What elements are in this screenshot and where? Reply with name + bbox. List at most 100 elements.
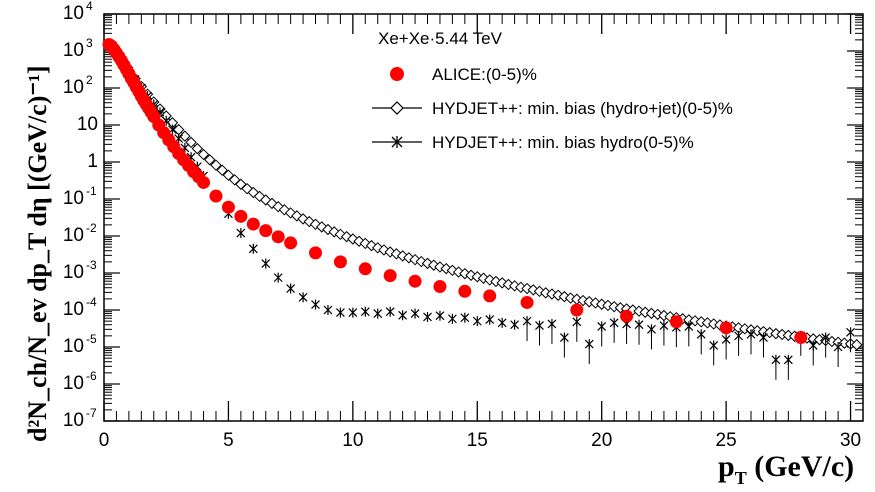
alice-point [333,255,347,269]
hydro-point [423,311,432,322]
hydro-point [286,283,296,294]
y-tick-label: 1 [87,151,98,172]
hydro-jet-point [384,246,396,258]
y-tick-label: 10 [63,262,84,283]
y-tick-exponent: -4 [86,295,97,309]
y-tick-label: 10 [63,225,84,246]
legend-label-hydro: HYDJET++: min. bias hydro(0-5)% [432,133,694,152]
hydro-jet-point [552,289,564,301]
hydro-point [472,316,482,327]
hydro-jet-point [278,204,291,216]
x-tick-label: 0 [99,430,110,451]
hydro-jet-point [409,253,421,266]
alice-point [284,236,298,250]
hydro-jet-point [502,278,515,291]
hydro-point [485,314,495,325]
legend: ALICE:(0-5)% HYDJET++: min. bias (hydro+… [372,65,733,152]
y-tick-label: 10 [63,3,84,24]
hydro-jet-point [851,339,863,351]
x-tick-label: 5 [223,430,234,451]
hydro-point [398,310,408,321]
y-tick-label: 10 [63,77,84,98]
hydro-point [261,258,271,269]
hydro-jet-point [222,169,235,181]
hydro-jet-point [197,148,210,161]
hydro-jet-point [477,272,490,284]
y-tick-exponent: -5 [86,332,97,346]
alice-point [197,175,211,189]
alice-point [246,217,260,231]
alice-point [719,321,733,335]
hydro-jet-point [272,200,284,213]
alice-point [309,246,323,260]
hydro-point [410,308,420,319]
hydro-jet-point [204,154,216,166]
alice-point [234,209,248,223]
legend-marker-hydro-jet [390,101,404,115]
y-tick-exponent: -6 [86,369,97,383]
alice-point [383,269,397,283]
y-tick-label: 10 [63,373,84,394]
hydro-jet-point [185,136,197,149]
y-tick-label: 10 [63,336,84,357]
y-tick-label: 10 [77,114,98,135]
y-tick-label: 10 [63,410,84,431]
svg-text:pT (GeV/c): pT (GeV/c) [718,450,854,488]
hydro-jet-point [428,259,440,271]
hydro-jet-point [434,261,446,273]
hydro-point [335,307,345,318]
hydro-jet-point [228,174,241,186]
alice-point [669,315,683,329]
hydro-point [298,292,308,303]
hydro-jet-point [309,218,322,231]
hydro-jet-point [328,226,340,238]
x-axis-title-units: (GeV/c) [747,450,854,483]
alice-point [483,289,497,303]
chart-title: Xe+Xe·5.44 TeV [378,29,503,48]
hydro-jet-point [191,142,204,155]
hydro-jet-point [334,228,347,241]
hydro-point [236,228,246,239]
hydro-point [360,306,370,317]
hydro-point [311,299,320,310]
y-tick-exponent: 4 [86,0,93,13]
alice-point [458,284,472,298]
y-tick-exponent: -3 [86,258,97,272]
y-tick-label: 10 [63,299,84,320]
alice-point [520,295,534,309]
hydro-jet-point [216,164,228,176]
hydro-point [373,308,383,319]
hydro-point [348,307,358,318]
y-tick-exponent: 3 [86,36,93,50]
legend-marker-hydro [391,136,403,148]
hydro-point [385,306,395,317]
plot-frame [103,13,864,422]
x-axis-title-sub: T [735,468,747,488]
hydro-point [510,319,520,330]
hydro-jet-point [577,294,589,307]
hydro-jet-point [316,221,328,233]
x-tick-label: 30 [840,430,861,451]
hydro-jet-point [515,281,527,294]
log-minor-ticks [104,15,863,411]
alice-point [620,309,634,323]
y-tick-exponent: -7 [86,406,97,420]
x-tick-label: 25 [716,430,737,451]
y-tick-exponent: 2 [86,73,93,87]
y-tick-label: 10 [63,188,84,209]
y-axis-title: d²N_ch/N_ev dp_T dη [(GeV/c)⁻¹] [23,65,52,442]
x-tick-label: 10 [342,430,363,451]
alice-point [358,262,372,276]
hydro-jet-point [589,297,602,309]
hydro-point [248,243,258,254]
hydro-point [460,312,470,323]
alice-point [209,189,223,203]
x-tick-label: 20 [591,430,612,451]
alice-point [271,230,285,244]
hydro-point [323,305,333,315]
hydro-point [497,317,507,328]
legend-label-hydro-jet: HYDJET++: min. bias (hydro+jet)(0-5)% [432,99,733,118]
y-tick-exponent: -1 [86,184,97,198]
x-axis-title: pT (GeV/c) [718,450,854,488]
